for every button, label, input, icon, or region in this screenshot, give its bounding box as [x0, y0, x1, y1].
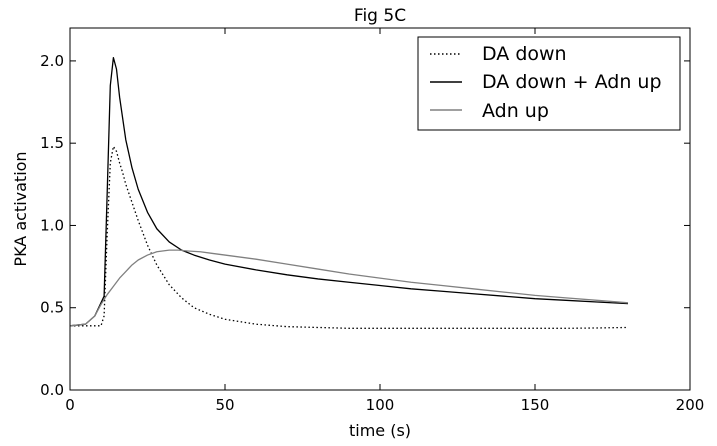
x-axis: 0 50 100 150 200 — [65, 28, 704, 414]
series-line-da-down — [70, 145, 629, 329]
legend-label-adn-up: Adn up — [482, 100, 549, 122]
legend-label-da-down-adn-up: DA down + Adn up — [482, 71, 662, 93]
chart-title: Fig 5C — [354, 6, 406, 26]
y-tick-label: 0.0 — [40, 381, 64, 399]
x-axis-label: time (s) — [349, 421, 411, 440]
legend-box — [417, 36, 681, 131]
legend: DA down DA down + Adn up Adn up — [417, 36, 681, 131]
x-tick-label: 0 — [65, 396, 75, 414]
x-tick-label: 50 — [215, 396, 234, 414]
legend-label-da-down: DA down — [482, 43, 567, 65]
y-axis-label: PKA activation — [11, 151, 30, 266]
y-tick-label: 1.0 — [40, 216, 64, 234]
x-tick-label: 150 — [521, 396, 550, 414]
series-line-adn-up — [69, 249, 629, 327]
y-axis: 0.0 0.5 1.0 1.5 2.0 — [40, 52, 690, 399]
y-tick-label: 2.0 — [40, 52, 64, 70]
x-tick-label: 100 — [366, 396, 395, 414]
y-tick-label: 1.5 — [40, 134, 64, 152]
y-tick-label: 0.5 — [40, 299, 64, 317]
x-tick-label: 200 — [676, 396, 705, 414]
series-layer — [69, 56, 629, 329]
